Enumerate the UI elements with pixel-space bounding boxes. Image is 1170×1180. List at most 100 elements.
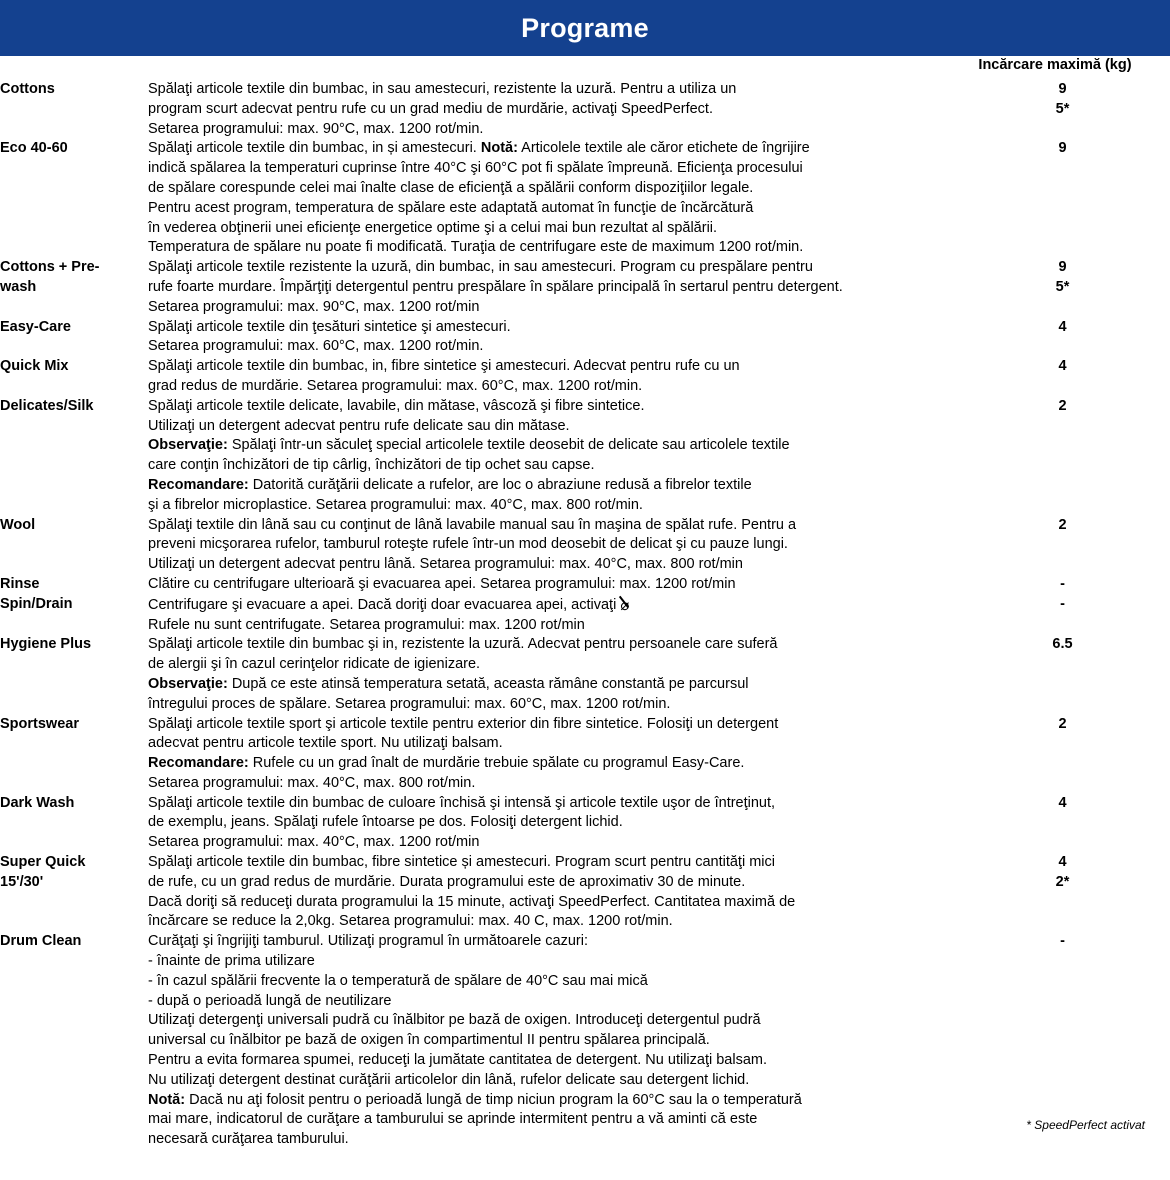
program-description-cell: Spălaţi articole textile din bumbac, in … [148, 80, 955, 139]
max-load-value: 5* [1055, 278, 1070, 295]
description-line: de exemplu, jeans. Spălaţi rufele întoar… [148, 813, 955, 833]
program-name-line: Sportswear [0, 715, 79, 732]
description-text: Setarea programului: max. 40°C, max. 800… [148, 774, 476, 791]
description-text: universal cu înălbitor pe bază de oxigen… [148, 1032, 710, 1049]
description-text: Utilizaţi detergenţi universali pudră cu… [148, 1012, 761, 1029]
program-description-cell: Spălaţi textile din lână sau cu conţinut… [148, 516, 955, 575]
program-name-line: Drum Clean [0, 933, 82, 950]
program-name-cell: Cottons + Pre-wash [0, 258, 148, 317]
no-spin-icon: ⌀ [619, 595, 630, 616]
description-text: grad redus de murdărie. Setarea programu… [148, 377, 643, 394]
table-row: Eco 40-60 Spălaţi articole textile din bu… [0, 139, 1170, 258]
programs-sheet: Incărcare maximă (kg) Cottons Spălaţi art… [0, 56, 1170, 1150]
program-name-line: Cottons [0, 81, 55, 97]
description-text: adecvat pentru articole textile sport. N… [148, 735, 503, 752]
table-row: Super Quick 15'/30' Spălaţi articole texti… [0, 853, 1170, 932]
program-name-line: Spin/Drain [0, 595, 73, 612]
max-load-cell: - [955, 932, 1170, 1150]
description-line: Pentru acest program, temperatura de spă… [148, 199, 955, 219]
description-line: Spălaţi articole textile din ţesături si… [148, 318, 955, 338]
description-text: Setarea programului: max. 60°C, max. 120… [148, 338, 484, 355]
description-line: mai mare, indicatorul de curăţare a tamb… [148, 1110, 955, 1130]
table-row: Sportswear Spălaţi articole textile sport… [0, 715, 1170, 794]
description-text: Dacă doriţi să reduceţi durata programul… [148, 893, 796, 910]
description-text: Spălaţi într-un săculeţ special articole… [227, 437, 790, 454]
description-line: Temperatura de spălare nu poate fi modif… [148, 238, 955, 258]
program-description-cell: Spălaţi articole textile din bumbac, in … [148, 139, 955, 258]
description-text: mai mare, indicatorul de curăţare a tamb… [148, 1111, 758, 1128]
description-text: Spălaţi articole textile sport şi artico… [148, 715, 779, 732]
program-description-cell: Curăţaţi şi îngrijiţi tamburul. Utilizaţ… [148, 932, 955, 1150]
description-text: Rufele nu sunt centrifugate. Setarea pro… [148, 616, 585, 633]
max-load-cell: 4 [955, 357, 1170, 397]
max-load-value: 2 [1058, 516, 1067, 533]
description-text: Centrifugare şi evacuare a apei. Dacă do… [148, 596, 621, 613]
description-text: program scurt adecvat pentru rufe cu un … [148, 100, 713, 117]
max-load-value: 6.5 [1052, 636, 1073, 653]
max-load-cell: 2 [955, 516, 1170, 575]
max-load-value: 2* [1055, 873, 1070, 890]
program-name-line: Rinse [0, 575, 40, 592]
description-text: Spălaţi articole textile rezistente la u… [148, 259, 813, 276]
description-line: în vederea obţinerii unei eficienţe ener… [148, 219, 955, 239]
description-line: Setarea programului: max. 90°C, max. 120… [148, 298, 955, 318]
description-text: Articolele textile ale căror etichete de… [517, 140, 810, 157]
table-row: Wool Spălaţi textile din lână sau cu conţ… [0, 516, 1170, 575]
program-name-line: Cottons + Pre- [0, 259, 100, 276]
description-line: de spălare corespunde celei mai înalte c… [148, 179, 955, 199]
table-row: Delicates/Silk Spălaţi articole textile d… [0, 397, 1170, 516]
program-name-line: Eco 40-60 [0, 140, 68, 157]
description-line: încărcare se reduce la 2,0kg. Setarea pr… [148, 912, 955, 932]
slash-overlay-icon [619, 595, 630, 608]
description-line: Spălaţi textile din lână sau cu conţinut… [148, 516, 955, 536]
description-line: preveni micşorarea rufelor, tamburul rot… [148, 535, 955, 555]
description-text: Setarea programului: max. 90°C, max. 120… [148, 120, 484, 137]
description-line: grad redus de murdărie. Setarea programu… [148, 377, 955, 397]
description-line: Observaţie: Spălaţi într-un săculeţ spec… [148, 436, 955, 456]
description-line: Setarea programului: max. 90°C, max. 120… [148, 120, 955, 140]
program-description-cell: Spălaţi articole textile din ţesături si… [148, 318, 955, 358]
description-line: Centrifugare şi evacuare a apei. Dacă do… [148, 595, 955, 616]
program-name-cell: Cottons [0, 80, 148, 139]
max-load-cell: 4 [955, 318, 1170, 358]
program-description-cell: Spălaţi articole textile din bumbac de c… [148, 794, 955, 853]
description-line: Setarea programului: max. 40°C, max. 120… [148, 833, 955, 853]
speedperfect-footnote: * SpeedPerfect activat [1026, 1118, 1145, 1133]
max-load-value: - [1060, 575, 1065, 592]
description-text: Spălaţi articole textile din bumbac, fib… [148, 854, 775, 871]
program-name-cell: Spin/Drain [0, 595, 148, 636]
table-row: Cottons Spălaţi articole textile din bumb… [0, 80, 1170, 139]
program-name-line: Quick Mix [0, 358, 69, 375]
description-line: Utilizaţi detergenţi universali pudră cu… [148, 1011, 955, 1031]
description-line: Spălaţi articole textile din bumbac, in … [148, 80, 955, 100]
description-line: Spălaţi articole textile rezistente la u… [148, 258, 955, 278]
description-text: Rufele cu un grad înalt de murdărie treb… [248, 755, 745, 772]
description-text: Datorită curăţării delicate a rufelor, a… [248, 476, 752, 493]
programs-table: Cottons Spălaţi articole textile din bumb… [0, 80, 1170, 1150]
table-row: Dark Wash Spălaţi articole textile din bu… [0, 794, 1170, 853]
program-description-cell: Spălaţi articole textile delicate, lavab… [148, 397, 955, 516]
max-load-cell: - [955, 575, 1170, 595]
table-row: Drum Clean Curăţaţi şi îngrijiţi tamburul… [0, 932, 1170, 1150]
description-text: de alergii şi în cazul cerinţelor ridica… [148, 656, 481, 673]
description-line: indică spălarea la temperaturi cuprinse … [148, 159, 955, 179]
description-line: Setarea programului: max. 60°C, max. 120… [148, 337, 955, 357]
max-load-value: 2 [1058, 397, 1067, 414]
description-text: Spălaţi articole textile din bumbac, in,… [148, 358, 740, 375]
description-label: Recomandare: [148, 476, 249, 493]
description-text: rufe foarte murdare. Împărţiţi detergent… [148, 278, 843, 295]
description-line: - înainte de prima utilizare [148, 952, 955, 972]
max-load-value: 4 [1058, 794, 1067, 811]
max-load-value: - [1060, 933, 1065, 950]
description-line: Setarea programului: max. 40°C, max. 800… [148, 774, 955, 794]
description-line: Spălaţi articole textile din bumbac de c… [148, 794, 955, 814]
program-name-line: Dark Wash [0, 794, 75, 811]
description-text: Pentru acest program, temperatura de spă… [148, 199, 754, 216]
program-description-cell: Clătire cu centrifugare ulterioară şi ev… [148, 575, 955, 595]
program-name-cell: Super Quick 15'/30' [0, 853, 148, 932]
description-line: Utilizaţi un detergent adecvat pentru ru… [148, 417, 955, 437]
description-text: încărcare se reduce la 2,0kg. Setarea pr… [148, 913, 673, 930]
program-description-cell: Centrifugare şi evacuare a apei. Dacă do… [148, 595, 955, 636]
program-name-cell: Wool [0, 516, 148, 575]
program-name-cell: Hygiene Plus [0, 635, 148, 714]
